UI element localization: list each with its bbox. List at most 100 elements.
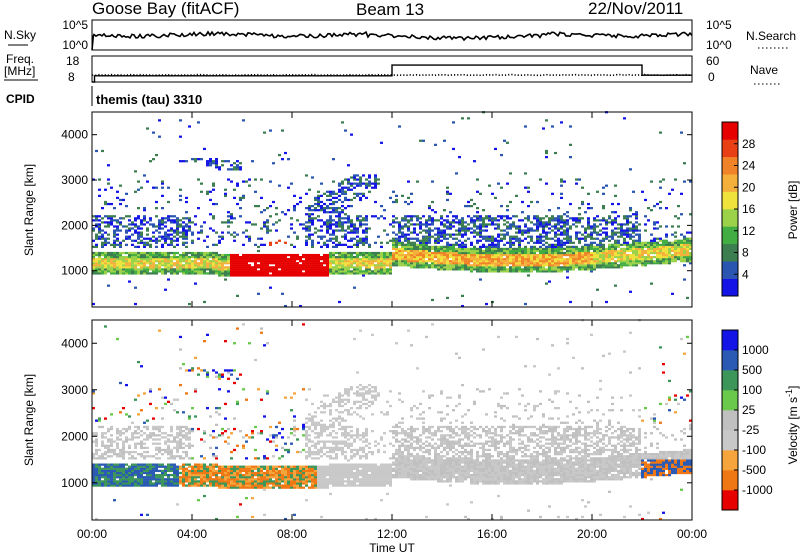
heatmap-cell <box>335 266 338 268</box>
heatmap-cell <box>416 223 419 225</box>
heatmap-cell <box>140 409 143 411</box>
heatmap-cell <box>398 264 401 266</box>
heatmap-cell <box>161 252 164 254</box>
heatmap-cell <box>677 258 680 260</box>
heatmap-cell <box>329 227 332 229</box>
heatmap-cell <box>320 229 323 231</box>
heatmap-cell <box>473 264 476 266</box>
heatmap-cell <box>308 221 311 223</box>
heatmap-cell <box>467 223 470 225</box>
heatmap-cell <box>146 420 149 422</box>
heatmap-cell <box>545 283 548 285</box>
heatmap-cell <box>128 236 131 238</box>
heatmap-cell <box>635 260 638 262</box>
heatmap-cell <box>434 252 437 254</box>
heatmap-cell <box>632 213 635 215</box>
heatmap-cell <box>119 252 122 254</box>
heatmap-cell <box>119 203 122 205</box>
heatmap-cell <box>101 234 104 236</box>
heatmap-cell <box>614 252 617 254</box>
heatmap-cell <box>113 244 116 246</box>
heatmap-cell <box>209 415 212 417</box>
heatmap-cell <box>188 436 191 438</box>
heatmap-cell <box>107 260 110 262</box>
heatmap-cell <box>356 236 359 238</box>
heatmap-cell <box>131 474 134 476</box>
heatmap-cell <box>503 234 506 236</box>
heatmap-cell <box>134 246 137 248</box>
heatmap-cell <box>161 244 164 246</box>
heatmap-cell <box>359 238 362 240</box>
heatmap-cell <box>437 260 440 262</box>
heatmap-cell <box>413 262 416 264</box>
heatmap-cell <box>356 183 359 185</box>
heatmap-cell <box>536 227 539 229</box>
heatmap-cell <box>602 244 605 246</box>
heatmap-cell <box>416 219 419 221</box>
heatmap-cell <box>203 440 206 442</box>
heatmap-cell <box>680 260 683 262</box>
heatmap-cell <box>530 252 533 254</box>
heatmap-cell <box>545 252 548 254</box>
heatmap-cell <box>677 248 680 250</box>
heatmap-cell <box>119 482 122 484</box>
heatmap-cell <box>113 474 116 476</box>
heatmap-cell <box>110 443 113 445</box>
heatmap-cell <box>470 256 473 258</box>
heatmap-cell <box>302 266 305 268</box>
heatmap-cell <box>407 252 410 254</box>
heatmap-cell <box>611 246 614 248</box>
heatmap-cell <box>677 240 680 242</box>
heatmap-cell <box>128 466 131 468</box>
heatmap-cell <box>110 445 113 447</box>
heatmap-cell <box>482 252 485 254</box>
heatmap-cell <box>194 158 197 160</box>
heatmap-cell <box>137 478 140 480</box>
heatmap-cell <box>206 480 209 482</box>
heatmap-cell <box>230 482 233 484</box>
heatmap-cell <box>491 264 494 266</box>
heatmap-cell <box>269 266 272 268</box>
heatmap-cell <box>440 268 443 270</box>
heatmap-cell <box>611 229 614 231</box>
heatmap-cell <box>467 117 470 119</box>
heatmap-cell <box>338 183 341 185</box>
heatmap-cell <box>515 225 518 227</box>
heatmap-cell <box>584 229 587 231</box>
heatmap-cell <box>656 227 659 229</box>
heatmap-cell <box>305 244 308 246</box>
heatmap-cell <box>218 480 221 482</box>
heatmap-cell <box>110 268 113 270</box>
heatmap-cell <box>161 453 164 455</box>
heatmap-cell <box>140 476 143 478</box>
heatmap-cell <box>449 211 452 213</box>
heatmap-cell <box>410 262 413 264</box>
heatmap-cell <box>629 254 632 256</box>
heatmap-cell <box>416 262 419 264</box>
heatmap-cell <box>149 272 152 274</box>
heatmap-cell <box>566 250 569 252</box>
heatmap-cell <box>326 225 329 227</box>
heatmap-cell <box>185 266 188 268</box>
heatmap-cell <box>170 242 173 244</box>
heatmap-cell <box>203 480 206 482</box>
heatmap-cell <box>188 432 191 434</box>
heatmap-cell <box>638 238 641 240</box>
heatmap-cell <box>158 266 161 268</box>
heatmap-cell <box>614 256 617 258</box>
heatmap-cell <box>194 256 197 258</box>
heatmap-cell <box>554 234 557 236</box>
heatmap-cell <box>260 197 263 199</box>
heatmap-cell <box>269 205 272 207</box>
heatmap-cell <box>617 223 620 225</box>
heatmap-cell <box>488 248 491 250</box>
heatmap-cell <box>476 266 479 268</box>
heatmap-cell <box>185 453 188 455</box>
heatmap-cell <box>155 240 158 242</box>
heatmap-cell <box>125 472 128 474</box>
heatmap-cell <box>212 480 215 482</box>
heatmap-cell <box>95 463 98 465</box>
heatmap-cell <box>167 252 170 254</box>
heatmap-cell <box>125 268 128 270</box>
heatmap-cell <box>161 272 164 274</box>
